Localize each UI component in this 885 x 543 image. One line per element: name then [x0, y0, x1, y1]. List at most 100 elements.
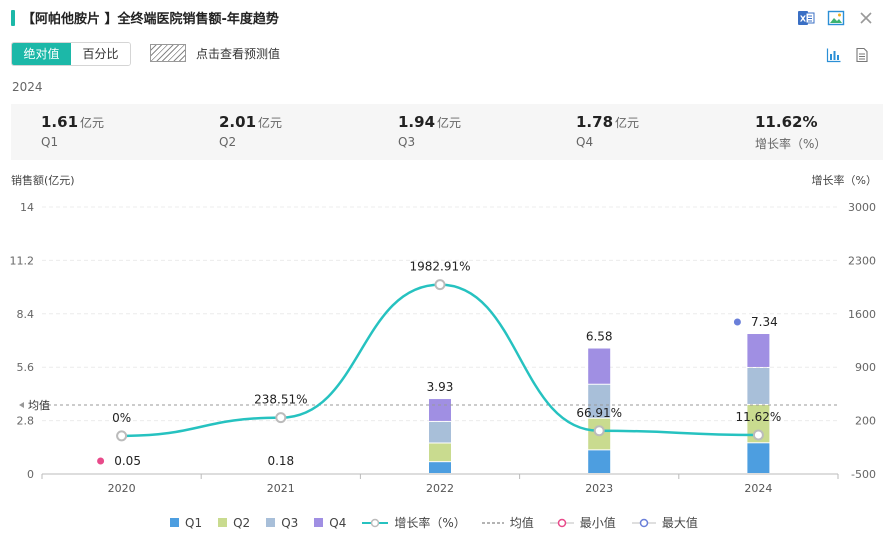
- summary-value: 11.62%: [755, 113, 818, 131]
- total-label: 6.58: [586, 330, 613, 344]
- summary-item-q4: 1.78 亿元 Q4: [576, 112, 639, 149]
- legend-swatch-average: [481, 521, 504, 524]
- summary-item-q2: 2.01 亿元 Q2: [219, 112, 282, 149]
- chart-legend: Q1 Q2 Q3 Q4 增长率（%） 均值 最小值 最大值: [170, 514, 698, 531]
- legend-label: 增长率（%）: [394, 516, 466, 530]
- y-axis-title: 销售额(亿元): [11, 174, 75, 187]
- image-icon[interactable]: [827, 9, 845, 27]
- y-tick-label: 8.4: [17, 308, 35, 321]
- y2-tick-label: -500: [851, 468, 876, 481]
- growth-point: [434, 279, 446, 291]
- summary-unit: 亿元: [615, 116, 640, 130]
- forecast-label: 点击查看预测值: [196, 46, 281, 61]
- bar-segment-q4: [429, 399, 451, 421]
- legend-swatch-q3: [266, 518, 276, 527]
- average-label: 均值: [28, 399, 50, 412]
- summary-item-q3: 1.94 亿元 Q3: [398, 112, 461, 149]
- summary-year: 2024: [12, 80, 43, 94]
- summary-value: 2.01: [219, 113, 257, 131]
- bar-segment-q2: [747, 404, 770, 443]
- legend-item-growth[interactable]: 增长率（%）: [362, 514, 466, 531]
- view-switcher: [825, 46, 871, 64]
- y2-tick-label: 2300: [848, 254, 876, 267]
- max-marker: [733, 318, 741, 326]
- x-tick-label: 2022: [426, 482, 454, 495]
- legend-label: 最大值: [661, 516, 698, 530]
- x-tick-label: 2020: [108, 482, 136, 495]
- legend-item-q1[interactable]: Q1: [170, 516, 202, 530]
- title-bar: 【阿帕他胺片 】全终端医院销售额-年度趋势 X: [0, 0, 885, 36]
- summary-unit: 亿元: [80, 116, 105, 130]
- summary-value: 1.94: [398, 113, 436, 131]
- y-tick-label: 5.6: [17, 361, 35, 374]
- bar-chart-icon[interactable]: [825, 46, 843, 64]
- excel-icon[interactable]: X: [797, 9, 815, 27]
- summary-item-growth: 11.62% 增长率（%）: [755, 112, 826, 152]
- summary-panel: 1.61 亿元 Q1 2.01 亿元 Q2 1.94 亿元 Q3 1.78 亿元 Q4 …: [11, 104, 883, 160]
- percentage-button[interactable]: 百分比: [71, 43, 130, 65]
- legend-item-q3[interactable]: Q3: [266, 516, 298, 530]
- x-tick-label: 2023: [585, 482, 613, 495]
- legend-label: 最小值: [579, 516, 616, 530]
- document-icon[interactable]: [853, 46, 871, 64]
- bar-segment-q4: [747, 334, 770, 367]
- bar-segment-q3: [747, 367, 770, 404]
- summary-label: 增长率（%）: [755, 137, 827, 151]
- y2-tick-label: 900: [855, 361, 876, 374]
- legend-swatch-max: [631, 518, 656, 527]
- legend-label: 均值: [509, 516, 534, 530]
- summary-label: Q3: [398, 135, 416, 149]
- forecast-toggle[interactable]: 点击查看预测值: [150, 44, 280, 62]
- summary-value: 1.61: [41, 113, 79, 131]
- legend-item-max[interactable]: 最大值: [631, 514, 698, 531]
- summary-value: 1.78: [576, 113, 614, 131]
- absolute-value-button[interactable]: 绝对值: [12, 43, 71, 65]
- legend-swatch-q2: [218, 518, 228, 527]
- growth-point: [275, 412, 287, 424]
- summary-label: Q2: [219, 135, 237, 149]
- total-label: 3.93: [427, 380, 454, 394]
- title-accent-bar: [11, 10, 15, 26]
- growth-label: 11.62%: [736, 410, 782, 424]
- chart-title: 【阿帕他胺片 】全终端医院销售额-年度趋势: [22, 12, 279, 27]
- average-marker-icon: [19, 401, 24, 408]
- bar-segment-q3: [429, 421, 451, 443]
- legend-item-min[interactable]: 最小值: [549, 514, 616, 531]
- legend-item-q4[interactable]: Q4: [314, 516, 346, 530]
- legend-label: Q3: [281, 515, 299, 530]
- y-tick-label: 0: [27, 468, 34, 481]
- growth-label: 66.91%: [576, 406, 622, 420]
- growth-point: [752, 429, 764, 441]
- summary-unit: 亿元: [437, 116, 462, 130]
- svg-text:X: X: [800, 15, 807, 24]
- min-marker: [97, 457, 105, 465]
- chart-canvas: 0 2.8 5.6 8.4 11.2 14 -500 200 900 1600 2300 3000 20…: [10, 201, 877, 495]
- legend-swatch-growth: [362, 518, 389, 527]
- hatch-pattern-icon: [150, 44, 186, 62]
- y2-tick-label: 200: [855, 415, 876, 428]
- close-icon[interactable]: [857, 9, 875, 27]
- bar-segment-q1: [588, 450, 611, 473]
- summary-item-q1: 1.61 亿元 Q1: [41, 112, 104, 149]
- legend-swatch-q1: [170, 518, 179, 527]
- legend-item-q2[interactable]: Q2: [218, 516, 250, 530]
- summary-label: Q4: [576, 135, 594, 149]
- legend-label: Q2: [233, 515, 251, 530]
- x-tick-label: 2024: [744, 482, 772, 495]
- total-label: 0.18: [267, 454, 294, 468]
- bar-segment-q2: [429, 443, 451, 462]
- bar-segment-q3: [588, 384, 611, 418]
- growth-point: [593, 425, 605, 437]
- growth-label: 1982.91%: [409, 260, 470, 274]
- growth-point: [116, 430, 128, 442]
- legend-item-average[interactable]: 均值: [481, 514, 534, 531]
- bar-segment-q1: [429, 462, 451, 473]
- bar-segment-q1: [747, 443, 770, 473]
- y-tick-label: 14: [20, 201, 34, 214]
- total-label: 7.34: [751, 315, 778, 329]
- top-toolbar: X: [797, 9, 875, 27]
- legend-swatch-min: [549, 518, 574, 527]
- growth-label: 238.51%: [254, 393, 307, 407]
- legend-label: Q4: [329, 515, 347, 530]
- y2-tick-label: 1600: [848, 308, 876, 321]
